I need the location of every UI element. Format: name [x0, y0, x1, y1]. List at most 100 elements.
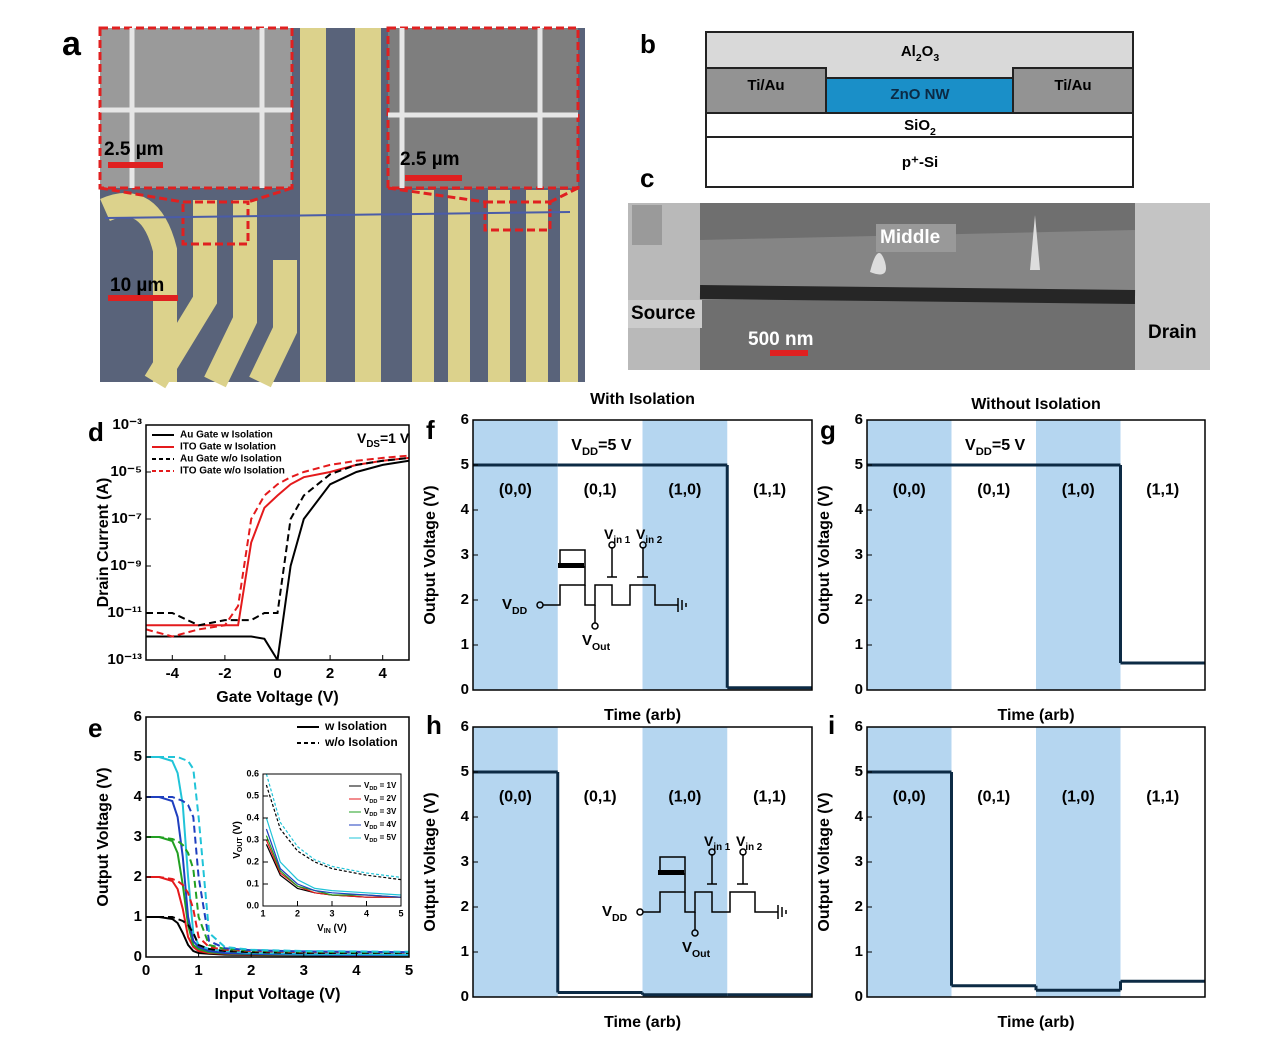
y-tick-label: 0.3 [246, 834, 259, 844]
y-tick-label: 0 [855, 681, 863, 698]
inset-background [263, 774, 401, 906]
legend-label: ITO Gate w/o Isolation [180, 466, 285, 477]
annotation-part: DS [366, 439, 380, 450]
annotation: VDD=5 V [965, 437, 1026, 458]
circuit-label: Vin 1 [604, 526, 631, 546]
image-label: Middle [880, 227, 940, 248]
label-background [628, 300, 702, 328]
circuit-wire [707, 854, 748, 885]
terminal [636, 908, 644, 916]
y-tick-label: 0.0 [246, 900, 259, 910]
phase-label: (1,0) [1062, 481, 1095, 498]
x-tick-label: 2 [326, 665, 334, 682]
y-tick-label: 3 [134, 828, 142, 845]
y-tick-label: 0.6 [246, 768, 259, 778]
circuit-label-part: in 2 [645, 535, 662, 546]
layer-label: ZnO NW [890, 86, 950, 103]
y-tick-label: 2 [461, 898, 469, 915]
phase-label: (1,1) [753, 788, 786, 805]
y-tick-label: 1 [855, 636, 863, 653]
legend-label-part: = 5V [377, 833, 397, 842]
layer-label: Al2O3 [901, 43, 940, 64]
circuit-wire [684, 891, 778, 913]
series-line [265, 774, 401, 878]
series-line [146, 456, 409, 627]
legend-label-part: DD [369, 799, 377, 805]
y-tick-label: 2 [134, 868, 142, 885]
y-tick-label: 0 [461, 681, 469, 698]
x-axis-label-part: IN [324, 928, 331, 935]
y-axis-label: VOUT (V) [232, 821, 245, 859]
x-tick-label: 2 [295, 908, 300, 918]
x-axis-label: Time (arb) [997, 707, 1074, 724]
terminal [591, 622, 599, 630]
series-line [146, 456, 409, 627]
phase-label: (1,0) [1062, 788, 1095, 805]
circuit-label: Vin 2 [636, 526, 663, 546]
x-tick-label: 4 [379, 665, 388, 682]
y-tick-label: 5 [855, 763, 863, 780]
phase-label: (0,1) [584, 788, 617, 805]
phase-label: (0,1) [977, 481, 1010, 498]
layer-label: p⁺-Si [902, 154, 938, 171]
circuit-label-part: DD [612, 912, 628, 924]
phase-shade [473, 727, 558, 997]
phase-shade [867, 727, 952, 997]
circuit-wire [584, 584, 678, 606]
y-axis-label: Drain Current (A) [95, 478, 112, 608]
panel-letter: f [426, 415, 435, 445]
series-group [146, 756, 409, 957]
panel-letter: c [640, 163, 654, 193]
phase-label: (0,1) [584, 481, 617, 498]
y-axis-label: Output Voltage (V) [816, 792, 833, 931]
x-axis-label: Time (arb) [604, 707, 681, 724]
panel-letter: b [640, 29, 656, 59]
y-tick-label: 0.2 [246, 856, 259, 866]
y-tick-label: 6 [461, 411, 469, 428]
legend-label-part: = 2V [377, 794, 397, 803]
circuit-label-part: V [582, 632, 592, 649]
legend-label-part: = 3V [377, 807, 397, 816]
annotation-part: V [571, 437, 582, 454]
annotation-part: =5 V [598, 437, 632, 454]
scale-bar-label: 2.5 µm [104, 139, 164, 160]
layer-label: Ti/Au [747, 77, 784, 94]
gate-bar [558, 563, 584, 568]
terminal [639, 541, 647, 549]
legend-label: VDD = 2V [364, 794, 397, 805]
ground [777, 905, 787, 919]
y-tick-label: 6 [134, 708, 142, 725]
phase-label: (1,0) [668, 481, 701, 498]
chart-title: Without Isolation [971, 396, 1101, 413]
x-tick-label: 0 [142, 962, 150, 979]
layer-label: Ti/Au [1054, 77, 1091, 94]
circuit-label-part: in 2 [745, 842, 762, 853]
legend-label: VDD = 1V [364, 781, 397, 792]
x-tick-label: 1 [194, 962, 202, 979]
phase-label: (1,1) [753, 481, 786, 498]
y-axis-label-part: V [232, 852, 243, 859]
y-tick-label: 10⁻⁵ [110, 463, 142, 480]
annotation-part: =5 V [992, 437, 1026, 454]
y-tick-label: 4 [461, 808, 470, 825]
y-tick-label: 1 [134, 908, 142, 925]
phase-shade [1036, 727, 1121, 997]
y-tick-label: 10⁻³ [112, 416, 142, 433]
y-tick-label: 4 [134, 788, 143, 805]
x-tick-label: 5 [405, 962, 413, 979]
y-axis-label: Output Voltage (V) [422, 792, 439, 931]
x-axis-label: Time (arb) [604, 1014, 681, 1031]
terminal [608, 541, 616, 549]
y-tick-label: 0 [134, 948, 142, 965]
panel-letter: i [828, 710, 835, 740]
y-tick-label: 6 [855, 718, 863, 735]
circuit-label-part: Out [692, 948, 711, 960]
circuit-label-part: Out [592, 641, 611, 653]
series-line [146, 916, 409, 954]
circuit-label: VOut [582, 632, 611, 653]
circuit-label: VDD [502, 596, 528, 617]
legend-label-part: V [364, 807, 370, 816]
circuit-label-part: V [502, 596, 512, 613]
panel-letter: a [62, 25, 82, 63]
